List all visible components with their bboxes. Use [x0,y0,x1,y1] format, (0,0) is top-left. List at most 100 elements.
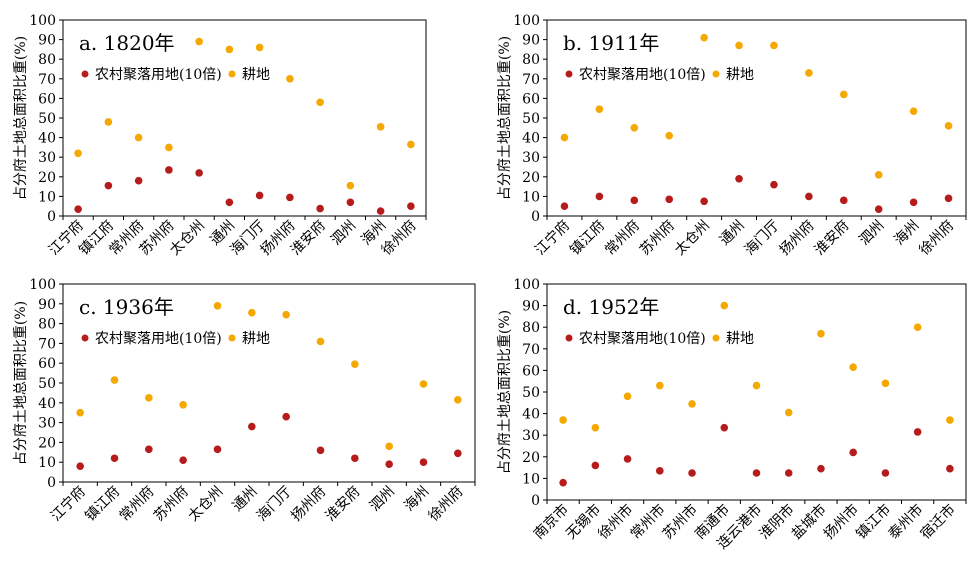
data-point-settlement [849,448,857,457]
y-tick-label: 30 [38,416,56,432]
y-tick-label: 80 [38,52,56,68]
category-label: 太仓州 [167,218,208,259]
data-point-settlement [145,445,153,454]
category-label: 常州府 [602,218,643,259]
category-label: 常州市 [627,501,669,543]
chart-panel-4: 0102030405060708090100南京市无锡市徐州市常州市苏州市南通市… [497,277,967,552]
data-point-settlement [316,446,325,455]
data-point-settlement [817,464,825,473]
data-point-farmland [630,124,639,132]
data-point-farmland [248,308,256,317]
data-point-farmland [784,408,793,417]
data-point-settlement [630,196,639,205]
y-tick-label: 30 [522,428,540,444]
y-tick-label: 80 [522,320,540,336]
y-tick-label: 30 [38,150,56,166]
legend-label-farmland: 耕地 [726,330,754,347]
data-point-farmland [665,131,674,140]
y-tick-label: 20 [522,170,540,186]
legend-label-settlement: 农村聚落用地(10倍) [579,331,706,347]
data-point-farmland [881,379,890,388]
data-point-settlement [376,207,385,215]
data-point-farmland [909,107,918,115]
data-point-farmland [225,45,234,54]
data-point-settlement [656,467,664,475]
data-point-settlement [752,469,761,477]
data-point-settlement [225,198,234,207]
category-label: 淮安府 [288,218,329,259]
y-axis-label: 占分府土地总面积比重(%) [13,36,29,200]
legend-label-farmland: 耕地 [242,66,270,83]
y-tick-label: 90 [522,33,540,49]
data-point-settlement [346,198,355,207]
data-point-settlement [874,205,883,213]
data-point-farmland [104,118,113,126]
category-label: 太仓州 [672,218,713,259]
data-point-settlement [385,460,393,468]
category-label: 徐州市 [595,501,637,543]
category-label: 镇江市 [853,501,895,543]
data-point-farmland [213,301,222,310]
data-point-settlement [944,194,953,203]
data-point-settlement [195,169,203,177]
data-point-farmland [849,363,857,371]
category-label: 徐州府 [426,484,467,525]
data-point-farmland [165,143,173,152]
data-point-farmland [591,423,600,432]
data-point-farmland [720,301,729,310]
data-point-settlement [805,192,813,201]
y-tick-label: 10 [38,189,56,205]
data-point-farmland [195,37,203,46]
category-label: 海州 [891,218,922,249]
panel-title: a. 1820年 [79,31,175,55]
y-tick-label: 70 [522,72,540,88]
y-tick-label: 10 [38,455,56,471]
y-axis-label: 占分府土地总面积比重(%) [497,36,513,200]
category-label: 无锡市 [562,501,604,543]
data-point-settlement [784,469,793,477]
data-point-settlement [74,205,82,213]
y-tick-label: 70 [38,336,56,352]
y-tick-label: 90 [38,33,56,49]
data-point-farmland [700,33,708,42]
y-tick-label: 100 [29,13,56,29]
y-axis-label: 占分府土地总面积比重(%) [497,310,513,474]
category-label: 泗州 [856,218,887,249]
legend-marker-farmland [712,334,720,342]
data-point-settlement [623,455,632,463]
data-point-settlement [560,202,569,210]
data-point-settlement [110,454,119,463]
data-point-farmland [407,140,415,149]
legend-marker-farmland [228,334,236,342]
y-axis-label: 占分府土地总面积比重(%) [13,301,29,465]
y-tick-label: 40 [38,131,56,147]
category-label: 海门厅 [742,218,783,259]
y-tick-label: 50 [38,111,56,127]
data-point-farmland [805,69,813,77]
data-point-settlement [688,469,696,477]
legend-label-settlement: 农村聚落用地(10倍) [95,67,222,83]
data-point-settlement [165,166,173,174]
y-tick-label: 10 [522,189,540,205]
y-tick-label: 100 [513,13,540,29]
data-point-farmland [874,171,883,179]
data-point-settlement [839,196,848,205]
y-tick-label: 20 [38,170,56,186]
data-point-settlement [909,198,918,207]
data-point-settlement [700,197,708,206]
data-point-farmland [944,122,953,130]
y-tick-label: 70 [522,342,540,358]
category-label: 常州府 [117,484,158,525]
y-tick-label: 90 [522,299,540,315]
data-point-settlement [316,204,324,213]
data-point-settlement [248,422,256,431]
legend-label-settlement: 农村聚落用地(10倍) [95,331,222,347]
y-tick-label: 80 [522,52,540,68]
y-tick-label: 0 [531,209,540,225]
legend-marker-settlement [81,334,89,342]
y-tick-label: 100 [513,277,540,293]
category-label: 淮安府 [323,484,364,525]
data-point-farmland [770,41,778,50]
y-tick-label: 50 [38,376,56,392]
